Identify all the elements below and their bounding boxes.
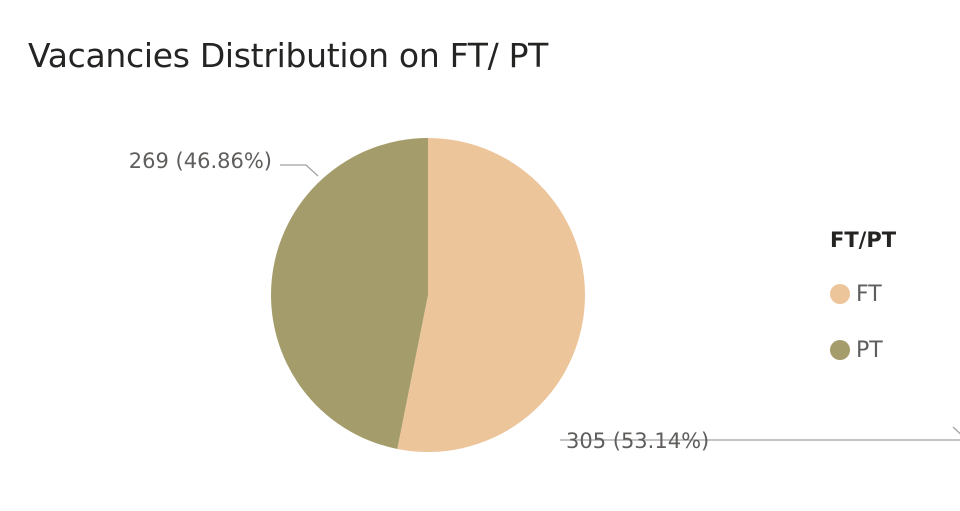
legend-swatch-pt	[830, 340, 850, 360]
pie-slice-ft[interactable]	[397, 138, 585, 452]
data-label-pt: 269 (46.86%)	[129, 149, 272, 173]
legend-item-pt[interactable]: PT	[830, 322, 896, 378]
leader-line-pt	[280, 164, 319, 177]
pie-slice-pt[interactable]	[271, 138, 428, 449]
legend: FT/PT FT PT	[830, 228, 896, 378]
legend-title: FT/PT	[830, 228, 897, 252]
legend-item-ft[interactable]: FT	[830, 266, 896, 322]
chart-title: Vacancies Distribution on FT/ PT	[28, 36, 549, 75]
legend-swatch-ft	[830, 284, 850, 304]
legend-label-ft: FT	[856, 281, 882, 307]
leader-line-ft	[560, 426, 960, 441]
data-label-ft: 305 (53.14%)	[566, 429, 709, 453]
legend-label-pt: PT	[856, 337, 883, 363]
